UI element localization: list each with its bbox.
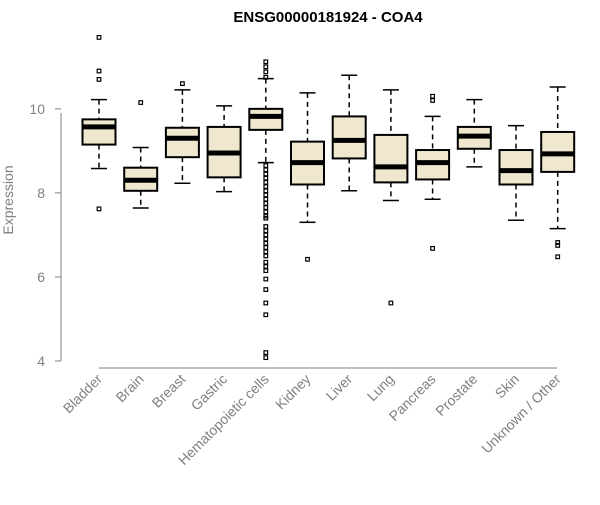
outlier-point (263, 192, 269, 198)
x-tick-label: Liver (323, 371, 356, 404)
outlier-point (388, 300, 394, 306)
outlier-point (263, 69, 269, 75)
outlier-point (263, 171, 269, 177)
box-group (331, 74, 367, 192)
box-group (81, 35, 117, 212)
box-body (498, 149, 534, 186)
chart-title: ENSG00000181924 - COA4 (233, 9, 423, 26)
box-group (498, 124, 534, 221)
outlier-point (96, 206, 102, 212)
y-tick-label: 4 (37, 353, 45, 369)
outlier-point (263, 245, 269, 250)
outlier-point (263, 232, 269, 238)
outlier-point (96, 77, 102, 82)
outlier-point (263, 355, 269, 361)
outlier-point (138, 100, 144, 105)
outlier-point (263, 253, 269, 259)
outlier-point (263, 350, 269, 355)
outlier-point (263, 167, 269, 173)
outlier-point (263, 201, 269, 206)
box-group (164, 81, 200, 184)
outlier-point (263, 300, 269, 306)
outlier-point (263, 179, 269, 185)
box-body (248, 107, 284, 131)
outlier-point (263, 268, 269, 274)
y-tick-label: 8 (37, 185, 45, 201)
box-body (373, 133, 409, 184)
outlier-point (263, 215, 269, 221)
outlier-point (263, 196, 269, 202)
box-body (164, 126, 200, 159)
x-tick-label: Unknown / Other (478, 371, 564, 457)
outlier-point (263, 184, 269, 189)
outlier-point (555, 243, 561, 248)
box-group (415, 93, 451, 251)
outlier-point (263, 205, 269, 211)
y-tick-label: 6 (37, 269, 45, 285)
outlier-point (263, 188, 269, 194)
outlier-point (555, 254, 561, 260)
outlier-point (555, 240, 561, 245)
box-group (373, 89, 409, 306)
x-tick-label: Prostate (432, 371, 480, 419)
box-group (123, 100, 159, 209)
outlier-point (263, 259, 269, 265)
x-tick-label: Bladder (60, 371, 106, 417)
outlier-point (263, 287, 269, 292)
outlier-point (263, 224, 269, 229)
outlier-point (263, 228, 269, 234)
outlier-point (263, 209, 269, 215)
outlier-point (263, 236, 269, 242)
outlier-point (305, 256, 310, 262)
outlier-point (263, 276, 269, 282)
x-tick-label: Brain (112, 371, 146, 405)
outlier-point (263, 249, 269, 255)
y-axis-label: Expression (0, 165, 16, 234)
outlier-point (263, 74, 269, 80)
outlier-point (263, 59, 269, 65)
box-group (456, 98, 492, 168)
y-tick-label: 10 (29, 101, 45, 117)
outlier-point (430, 245, 435, 251)
outlier-point (430, 93, 435, 99)
outlier-point (263, 64, 269, 70)
box-group (248, 59, 284, 361)
box-body (331, 115, 367, 160)
y-axis-ticks: 4 6 8 10 (29, 101, 61, 369)
x-tick-label: Breast (149, 371, 189, 411)
outlier-point (96, 35, 102, 40)
outlier-point (430, 98, 435, 103)
box-group (206, 105, 242, 193)
outlier-point (263, 163, 269, 168)
outlier-point (180, 81, 185, 87)
outlier-point (263, 264, 269, 269)
x-tick-label: Lung (364, 371, 397, 404)
x-tick-label: Kidney (272, 371, 314, 413)
outlier-point (96, 68, 102, 74)
box-group (290, 92, 325, 262)
box-series (81, 35, 576, 361)
outlier-point (263, 240, 269, 246)
outlier-point (263, 312, 269, 318)
box-group (540, 86, 576, 260)
outlier-point (263, 175, 269, 181)
x-tick-label: Skin (492, 371, 523, 402)
box-body (81, 118, 117, 146)
